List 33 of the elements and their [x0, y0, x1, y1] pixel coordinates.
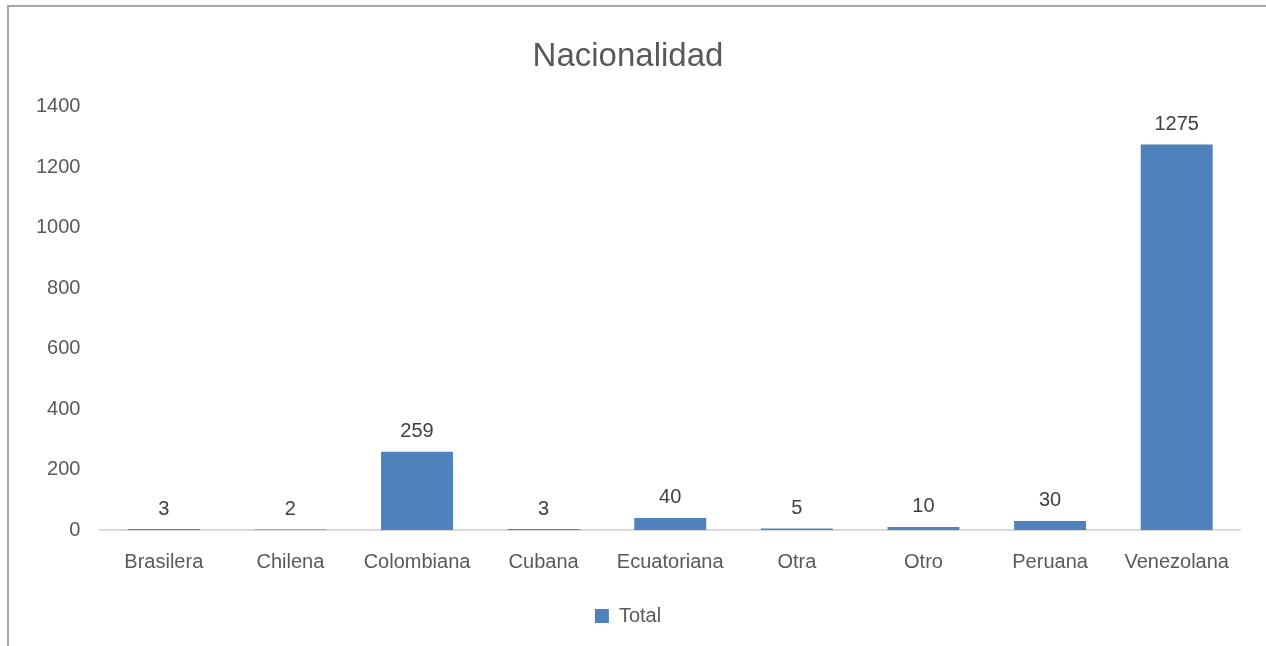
data-label: 40 — [659, 485, 682, 508]
data-label: 2 — [284, 496, 296, 519]
data-label: 259 — [400, 419, 434, 442]
data-label: 5 — [791, 496, 803, 518]
data-label: 3 — [538, 496, 550, 519]
y-tick-label: 0 — [69, 517, 81, 540]
data-label: 10 — [912, 494, 935, 517]
x-tick-label: Otro — [904, 549, 943, 572]
data-label: 3 — [158, 496, 170, 519]
y-tick-label: 1400 — [35, 94, 81, 117]
x-tick-label: Venezolana — [1124, 549, 1230, 572]
bar — [634, 517, 707, 530]
legend-label: Total — [618, 603, 662, 626]
bar — [1014, 520, 1087, 530]
x-tick-label: Brasilera — [124, 549, 205, 572]
x-tick-label: Chilena — [256, 549, 326, 572]
y-tick-label: 600 — [47, 336, 81, 359]
y-tick-label: 800 — [47, 275, 81, 298]
x-tick-label: Otra — [777, 549, 818, 572]
bar — [381, 451, 453, 530]
data-label: 1275 — [1154, 111, 1199, 134]
y-tick-label: 1000 — [35, 215, 81, 238]
chart-title: Nacionalidad — [532, 35, 724, 73]
x-tick-label: Peruana — [1012, 549, 1089, 572]
x-tick-label: Ecuatoriana — [616, 549, 725, 572]
bar — [1140, 144, 1213, 530]
y-tick-label: 400 — [47, 396, 81, 419]
x-tick-label: Colombiana — [363, 549, 472, 572]
x-tick-label: Cubana — [508, 549, 580, 572]
bar — [887, 526, 960, 530]
y-tick-label: 200 — [47, 457, 81, 480]
y-tick-label: 1200 — [35, 154, 81, 177]
data-label: 30 — [1038, 488, 1062, 511]
